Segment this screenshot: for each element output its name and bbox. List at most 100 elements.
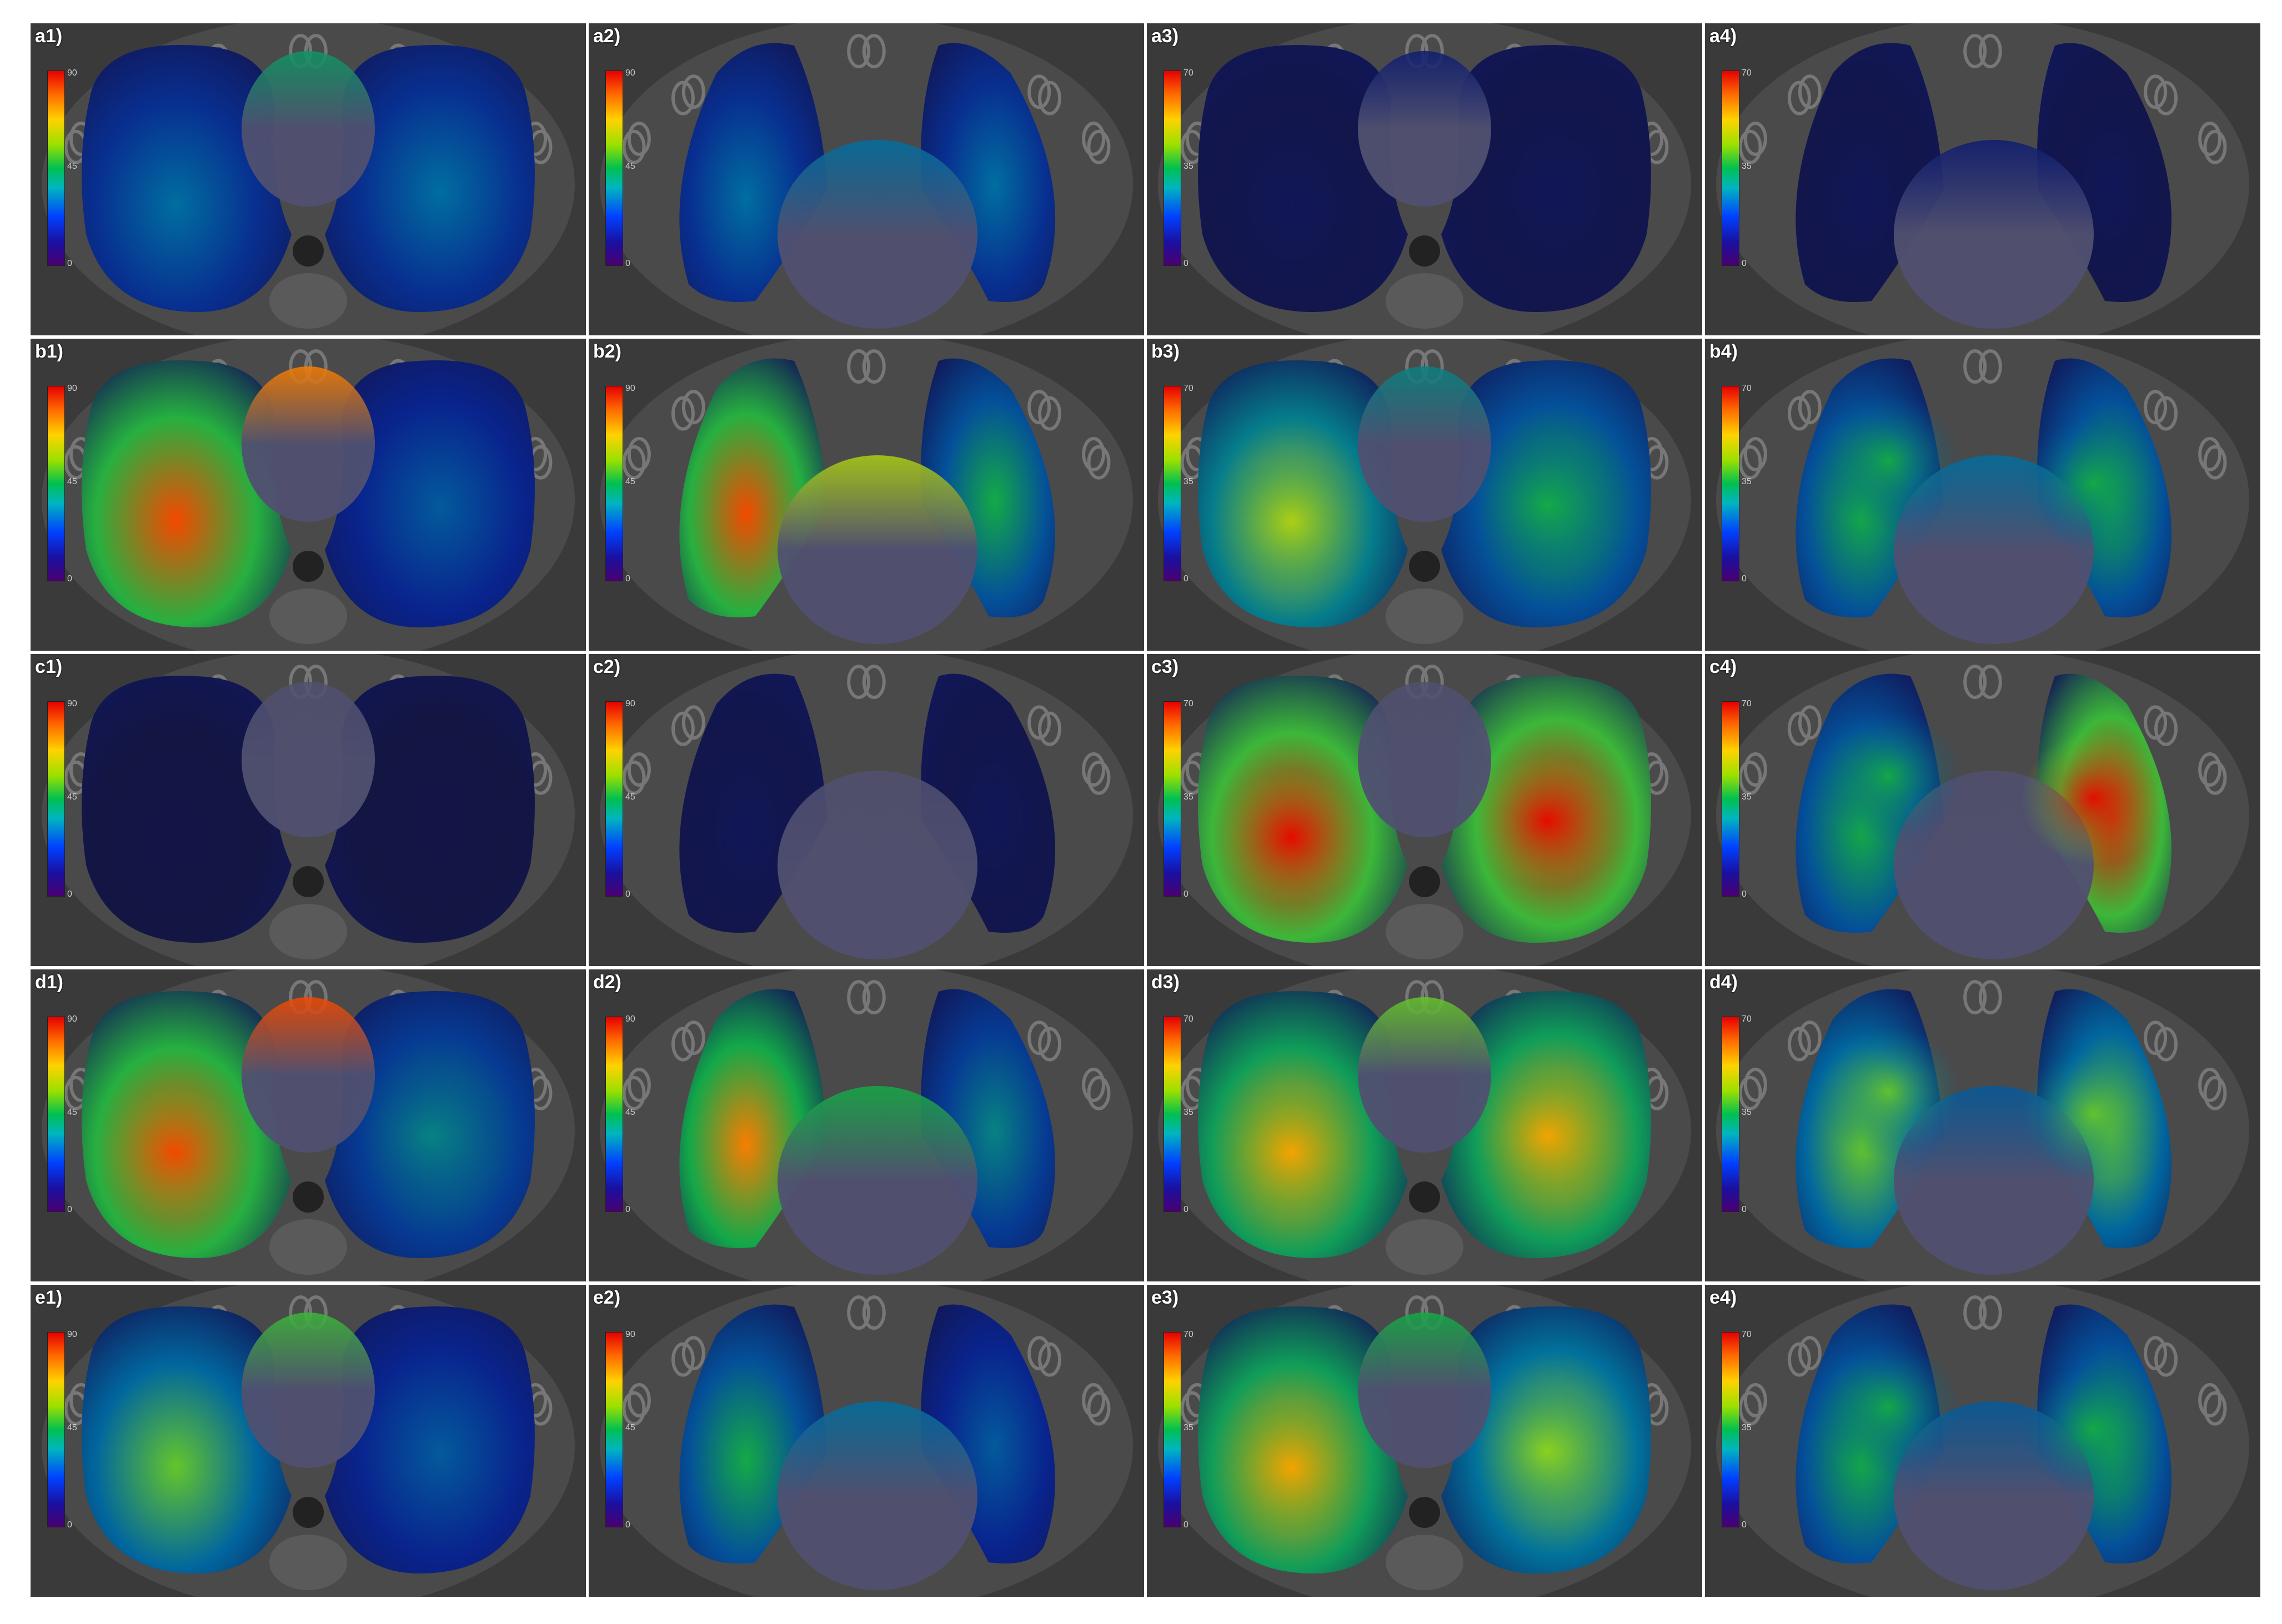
colorbar-tick-min: 0 [625, 889, 630, 899]
trachea [293, 235, 324, 267]
colorbar-tick-mid: 45 [67, 792, 77, 802]
colorbar [605, 386, 623, 581]
panel-label: e3) [1151, 1287, 1179, 1308]
panel-label: e4) [1709, 1287, 1737, 1308]
rib-left [862, 349, 886, 384]
colorbar-tick-mid: 35 [1183, 162, 1193, 171]
heart [1358, 997, 1491, 1153]
lung-left [82, 1306, 292, 1573]
trachea [1409, 551, 1440, 582]
rib-left [627, 121, 651, 156]
scan-slice [1147, 1285, 1702, 1597]
lung-left [82, 45, 292, 312]
rib-right [1787, 1342, 1811, 1377]
rib-right [1027, 705, 1051, 740]
panel-label: c1) [35, 656, 63, 677]
rib-right [2144, 1336, 2168, 1371]
hot-spot [1474, 439, 1619, 572]
spine [1386, 1219, 1463, 1275]
colorbar-tick-mid: 45 [625, 477, 635, 486]
rib-left [1087, 445, 1111, 480]
scan-slice [31, 23, 586, 335]
rib-right [1963, 34, 1987, 69]
rib-left [1978, 665, 2002, 700]
scan-slice [1147, 654, 1702, 966]
scan-slice [1147, 339, 1702, 651]
colorbar-tick-mid: 35 [1742, 792, 1752, 802]
image-panel: d3) 70 35 0 [1147, 969, 1702, 1281]
colorbar-tick-mid: 45 [625, 792, 635, 802]
rib-right [2144, 1020, 2168, 1055]
colorbar [605, 1017, 623, 1212]
rib-right [1027, 1020, 1051, 1055]
heart [1894, 140, 2094, 329]
spine [269, 273, 347, 329]
colorbar-tick-max: 70 [1742, 1014, 1752, 1024]
rib-right [2198, 121, 2222, 156]
rib-right [2198, 1382, 2222, 1417]
colorbar-tick-max: 90 [67, 1330, 77, 1339]
rib-left [1743, 121, 1767, 156]
colorbar-tick-min: 0 [625, 259, 630, 268]
panel-label: c2) [593, 656, 621, 677]
image-panel: a3) 70 35 0 [1147, 23, 1702, 335]
panel-label: a2) [593, 26, 621, 47]
heart [242, 997, 375, 1153]
colorbar [1163, 1017, 1181, 1212]
colorbar [47, 71, 65, 266]
rib-right [847, 980, 871, 1015]
rib-left [1743, 1067, 1767, 1102]
rib-right [1738, 760, 1762, 795]
image-panel: e4) 70 35 0 [1705, 1285, 2260, 1597]
image-panel: c3) 70 35 0 [1147, 654, 1702, 966]
rib-right [622, 760, 646, 795]
rib-right [1027, 1336, 1051, 1371]
rib-right [2144, 74, 2168, 109]
scan-slice [1705, 339, 2260, 651]
colorbar-tick-mid: 35 [1742, 162, 1752, 171]
rib-left [2203, 129, 2227, 164]
colorbar-tick-max: 90 [67, 384, 77, 393]
panel-label: d1) [35, 972, 63, 993]
colorbar-tick-max: 70 [1742, 384, 1752, 393]
rib-left [627, 1382, 651, 1417]
image-panel: b2) 90 45 0 [589, 339, 1144, 651]
heart [242, 1313, 375, 1468]
rib-left [1798, 705, 1822, 740]
image-panel: b4) 70 35 0 [1705, 339, 2260, 651]
colorbar [605, 1332, 623, 1527]
rib-left [1038, 396, 1062, 431]
colorbar [1163, 701, 1181, 897]
heart [778, 1086, 977, 1275]
rib-left [2154, 81, 2178, 115]
hot-spot [1816, 1025, 1960, 1158]
colorbar-tick-mid: 45 [67, 162, 77, 171]
rib-left [681, 1020, 705, 1055]
panel-label: b2) [593, 341, 621, 362]
rib-right [2198, 752, 2222, 787]
rib-left [862, 980, 886, 1015]
scan-slice [1147, 23, 1702, 335]
image-panel: c1) 90 45 0 [31, 654, 586, 966]
heart [242, 682, 375, 837]
rib-left [2203, 1391, 2227, 1426]
spine [269, 904, 347, 959]
image-panel: d2) 90 45 0 [589, 969, 1144, 1281]
rib-left [1798, 390, 1822, 425]
rib-right [622, 1391, 646, 1426]
spine [269, 1535, 347, 1590]
rib-right [1738, 1075, 1762, 1110]
trachea [1409, 1181, 1440, 1213]
colorbar [1163, 71, 1181, 266]
hot-spot [2022, 1047, 2166, 1180]
rib-left [1978, 34, 2002, 69]
rib-left [1743, 752, 1767, 787]
hot-spot [1474, 1069, 1619, 1203]
colorbar-tick-min: 0 [625, 574, 630, 584]
lung-left [82, 676, 292, 943]
rib-right [1738, 445, 1762, 480]
colorbar [1722, 1017, 1739, 1212]
hot-spot [1474, 1385, 1619, 1518]
colorbar-tick-max: 70 [1183, 384, 1193, 393]
hot-spot [2022, 1362, 2166, 1496]
